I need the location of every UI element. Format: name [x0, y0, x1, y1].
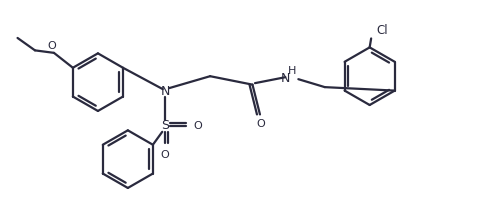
Text: O: O [47, 41, 56, 51]
Text: N: N [160, 85, 170, 98]
Text: H: H [288, 66, 297, 76]
Text: O: O [256, 119, 265, 129]
Text: O: O [161, 150, 170, 160]
Text: N: N [281, 72, 291, 85]
Text: O: O [193, 121, 202, 131]
Text: S: S [161, 119, 169, 132]
Text: Cl: Cl [376, 24, 388, 37]
